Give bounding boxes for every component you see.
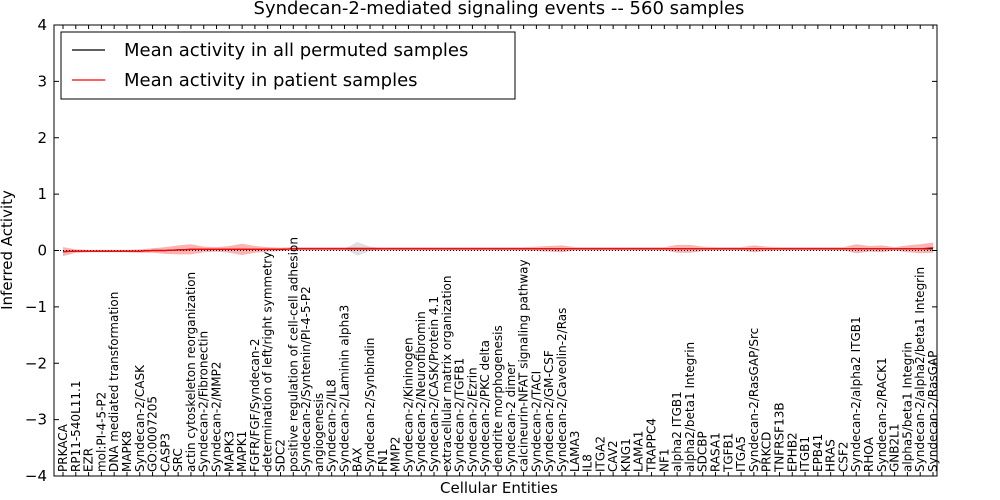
xtick-label: calcineurin-NFAT signaling pathway xyxy=(517,259,531,472)
xtick-label: MAPK1 xyxy=(235,431,249,472)
xtick-label: alpha2 ITGB1 xyxy=(670,391,684,472)
xtick-label: Syndecan-2/CASK/Protein 4.1 xyxy=(427,296,441,472)
xtick-label: Syndecan-2/Synbindin xyxy=(363,338,377,472)
xtick-label: ITGA2 xyxy=(593,436,607,472)
ytick-label: −2 xyxy=(25,354,47,372)
xtick-label: Syndecan-2/Caveolin-2/Ras xyxy=(555,308,569,472)
xtick-label: Syndecan-2/GM-CSF xyxy=(542,350,556,472)
xtick-label: GNB2L1 xyxy=(888,424,902,472)
xtick-label: CASP3 xyxy=(158,433,172,472)
xtick-label: PRKCD xyxy=(760,432,774,472)
xtick-label: DNA mediated transformation xyxy=(107,292,121,472)
xtick-label: Syndecan-2/alpha2 ITGB1 xyxy=(849,316,863,472)
xtick-label: BAX xyxy=(350,447,364,472)
y-axis-label: Inferred Activity xyxy=(0,190,16,310)
xtick-label: SRC xyxy=(171,448,185,472)
xtick-label: EPHB2 xyxy=(785,432,799,472)
ytick-label: −4 xyxy=(25,467,47,485)
xtick-label: mol:PI-4-5-P2 xyxy=(94,392,108,472)
xtick-label: Syndecan-2/Ezrin xyxy=(465,367,479,472)
xtick-label: KNG1 xyxy=(619,438,633,472)
xtick-label: EZR xyxy=(82,448,96,472)
xtick-label: Syndecan-2/IL8 xyxy=(325,379,339,472)
xtick-label: LAMA3 xyxy=(568,431,582,472)
xtick-label: NF1 xyxy=(657,448,671,472)
xtick-label: Syndecan-2/RasGAP/Src xyxy=(747,328,761,472)
xtick-label: Syndecan-2/Neurofibromin xyxy=(414,311,428,472)
xtick-label: Syndecan-2/TGFB1 xyxy=(453,358,467,472)
xtick-label: MAPK8 xyxy=(120,431,134,472)
ytick-label: 3 xyxy=(37,72,47,90)
xtick-label: TRAPPC4 xyxy=(645,418,659,473)
xtick-label: Syndecan-2/PKC delta xyxy=(478,340,492,472)
xtick-label: MAPK3 xyxy=(222,431,236,472)
ytick-label: 2 xyxy=(37,129,47,147)
legend-label-0: Mean activity in all permuted samples xyxy=(124,40,468,61)
xtick-label: Syndecan-2/TACI xyxy=(529,371,543,472)
xtick-label: alpha2/beta1 Integrin xyxy=(683,342,697,472)
xtick-label: SDC2 xyxy=(274,439,288,472)
xtick-label: FN1 xyxy=(376,448,390,472)
legend: Mean activity in all permuted samples Mea… xyxy=(60,31,516,100)
xtick-label: angiogenesis xyxy=(312,393,326,472)
xtick-label: Syndecan-2/Kininogen xyxy=(401,337,415,472)
xtick-label: LAMA1 xyxy=(632,431,646,472)
xtick-label: MMP2 xyxy=(389,436,403,472)
xtick-label: CSF2 xyxy=(836,441,850,472)
ytick-label: 1 xyxy=(37,185,47,203)
xtick-label: EPB41 xyxy=(811,434,825,472)
series-lines xyxy=(62,247,934,253)
xtick-label: PRKACA xyxy=(56,423,70,472)
xtick-label: TNFRSF13B xyxy=(772,402,786,473)
ytick-label: 0 xyxy=(37,242,47,260)
xtick-label: RASA1 xyxy=(709,432,723,472)
legend-box xyxy=(60,31,516,100)
xtick-label: IL8 xyxy=(581,454,595,472)
xtick-label: Syndecan-2/RACK1 xyxy=(875,357,889,472)
ytick-label: −3 xyxy=(25,411,47,429)
plot-frame xyxy=(53,24,938,477)
xtick-label: actin cytoskeleton reorganization xyxy=(184,272,198,472)
xtick-label: Syndecan-2/MMP2 xyxy=(210,362,224,472)
xtick-label: RHOA xyxy=(862,436,876,472)
xtick-label: Syndecan-2/alpha2/beta1 Integrin xyxy=(913,267,927,472)
xtick-label: Syndecan-2/Laminin alpha3 xyxy=(337,305,351,472)
xtick-label: HRAS xyxy=(824,439,838,472)
xtick-label: GO:0007205 xyxy=(146,396,160,472)
xtick-label: FGFR/FGF/Syndecan-2 xyxy=(248,339,262,472)
xtick-label: determination of left/right symmetry xyxy=(261,252,275,472)
chart-title: Syndecan-2-mediated signaling events -- … xyxy=(254,0,745,19)
xtick-label: dendrite morphogenesis xyxy=(491,325,505,472)
y-tick-labels: −4 −3 −2 −1 0 1 2 3 4 xyxy=(25,16,937,485)
xtick-label: Syndecan-2/RasGAP xyxy=(926,351,940,472)
xtick-label: Syndecan-2/Fibronectin xyxy=(197,331,211,472)
series-line-1 xyxy=(62,247,934,253)
xtick-label: alpha5/beta1 Integrin xyxy=(900,342,914,472)
ytick-label: −1 xyxy=(25,298,47,316)
xtick-label: Syndecan-2/Syntenin/PI-4-5-P2 xyxy=(299,286,313,472)
xtick-label: Syndecan-2 dimer xyxy=(504,362,518,472)
xtick-label: positive regulation of cell-cell adhesio… xyxy=(286,237,300,472)
xtick-label: CAV2 xyxy=(606,440,620,472)
ytick-label: 4 xyxy=(37,16,47,34)
xtick-label: ITGA5 xyxy=(734,436,748,472)
x-axis-label: Cellular Entities xyxy=(440,479,558,497)
xtick-label: TGFB1 xyxy=(721,433,735,473)
xtick-label: Syndecan-2/CASK xyxy=(133,364,147,472)
xtick-label: RP11-540L11.1 xyxy=(69,381,83,472)
legend-label-1: Mean activity in patient samples xyxy=(124,70,418,91)
xtick-label: ITGB1 xyxy=(798,436,812,472)
xtick-label: SDCBP xyxy=(696,431,710,472)
xtick-label: extracellular matrix organization xyxy=(440,276,454,472)
